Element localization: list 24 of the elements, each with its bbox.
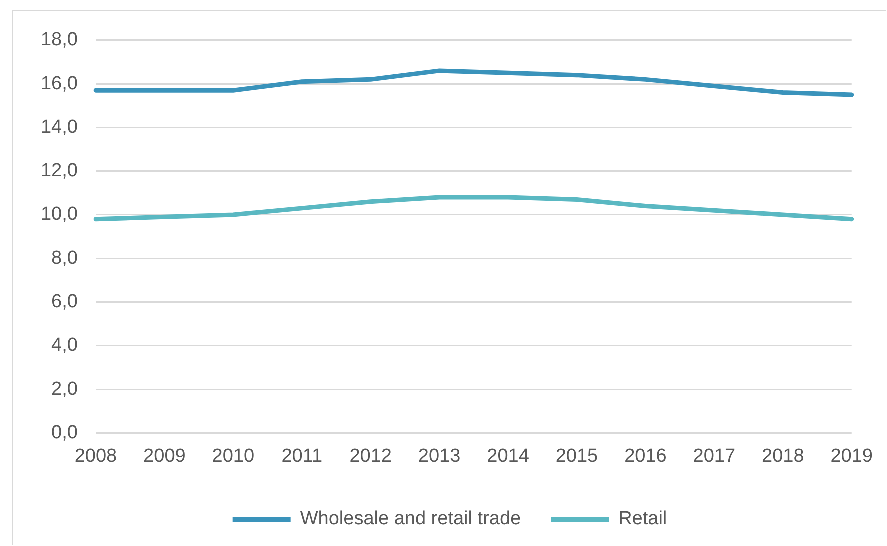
x-tick-label: 2013 bbox=[418, 446, 461, 467]
x-tick-label: 2012 bbox=[350, 446, 392, 467]
y-tick-label: 16,0 bbox=[40, 73, 78, 94]
legend-label: Retail bbox=[618, 508, 668, 530]
x-tick-label: 2016 bbox=[624, 446, 667, 467]
legend-label: Wholesale and retail trade bbox=[300, 508, 522, 530]
x-tick-label: 2010 bbox=[212, 446, 255, 467]
y-tick-label: 2,0 bbox=[52, 378, 78, 400]
y-tick-label: 10,0 bbox=[40, 204, 78, 226]
y-tick-label: 14,0 bbox=[40, 116, 78, 138]
y-tick-label: 18,0 bbox=[40, 30, 78, 51]
x-tick-label: 2009 bbox=[144, 446, 186, 467]
x-tick-label: 2019 bbox=[830, 446, 874, 467]
y-tick-label: 8,0 bbox=[52, 248, 78, 269]
x-tick-label: 2015 bbox=[556, 446, 598, 467]
y-tick-label: 4,0 bbox=[52, 335, 78, 356]
x-tick-label: 2017 bbox=[693, 446, 736, 467]
x-tick-label: 2008 bbox=[74, 446, 118, 467]
x-tick-label: 2014 bbox=[487, 446, 530, 467]
x-tick-label: 2018 bbox=[762, 446, 804, 467]
y-tick-label: 0,0 bbox=[52, 422, 78, 444]
x-tick-label: 2011 bbox=[282, 446, 323, 467]
y-tick-label: 12,0 bbox=[40, 160, 78, 182]
y-tick-label: 6,0 bbox=[52, 292, 78, 312]
